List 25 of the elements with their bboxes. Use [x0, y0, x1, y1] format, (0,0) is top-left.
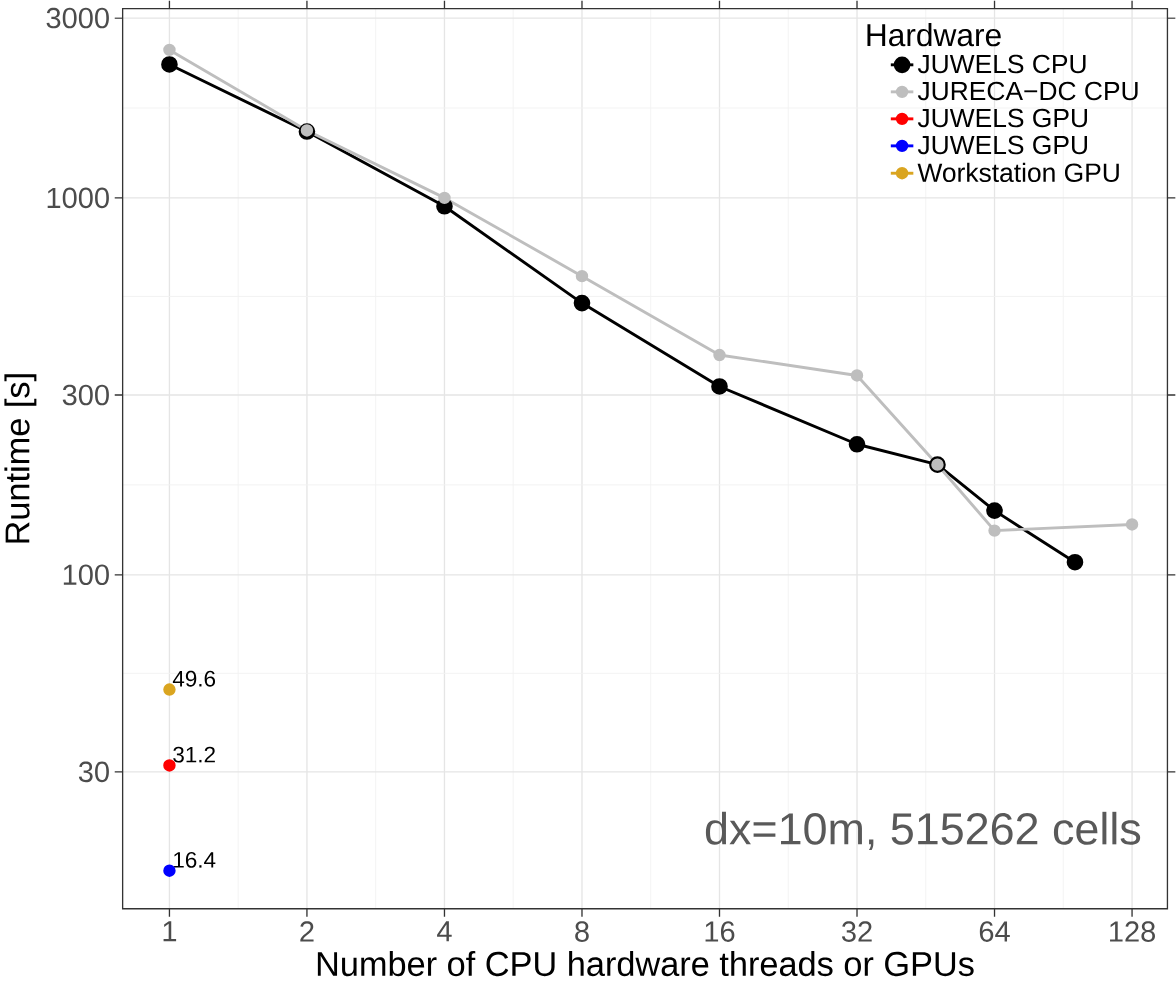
legend-label: JUWELS GPU	[917, 135, 1087, 155]
y-tick-label: 100	[63, 564, 109, 586]
y-tick-label: 300	[62, 384, 109, 406]
data-label: 31.2	[173, 746, 215, 763]
data-label: 49.6	[172, 671, 216, 687]
x-tick-label: 16	[705, 921, 735, 943]
x-tick-label: 128	[1110, 921, 1156, 943]
x-tick-label: 8	[575, 921, 589, 943]
y-axis-title: Runtime [s]	[4, 374, 37, 543]
legend-label: Workstation GPU	[917, 162, 1119, 183]
x-tick-label: 1	[163, 921, 177, 942]
x-tick-label: 64	[979, 921, 1010, 943]
legend-label: JURECA−DC CPU	[917, 81, 1138, 101]
x-tick-label: 32	[841, 921, 872, 943]
legend-label: JUWELS CPU	[917, 54, 1086, 74]
data-label: 16.4	[174, 852, 216, 869]
y-tick-label: 1000	[47, 187, 109, 209]
annotation: dx=10m, 515262 cells	[705, 812, 1141, 851]
x-axis-title: Number of CPU hardware threads or GPUs	[317, 951, 974, 977]
y-tick-label: 30	[78, 761, 109, 783]
x-tick-label: 2	[300, 921, 314, 942]
x-tick-label: 4	[437, 921, 452, 942]
y-tick-label: 3000	[46, 8, 109, 29]
legend-title: Hardware	[867, 23, 1001, 47]
legend-label: JUWELS GPU	[917, 108, 1087, 128]
